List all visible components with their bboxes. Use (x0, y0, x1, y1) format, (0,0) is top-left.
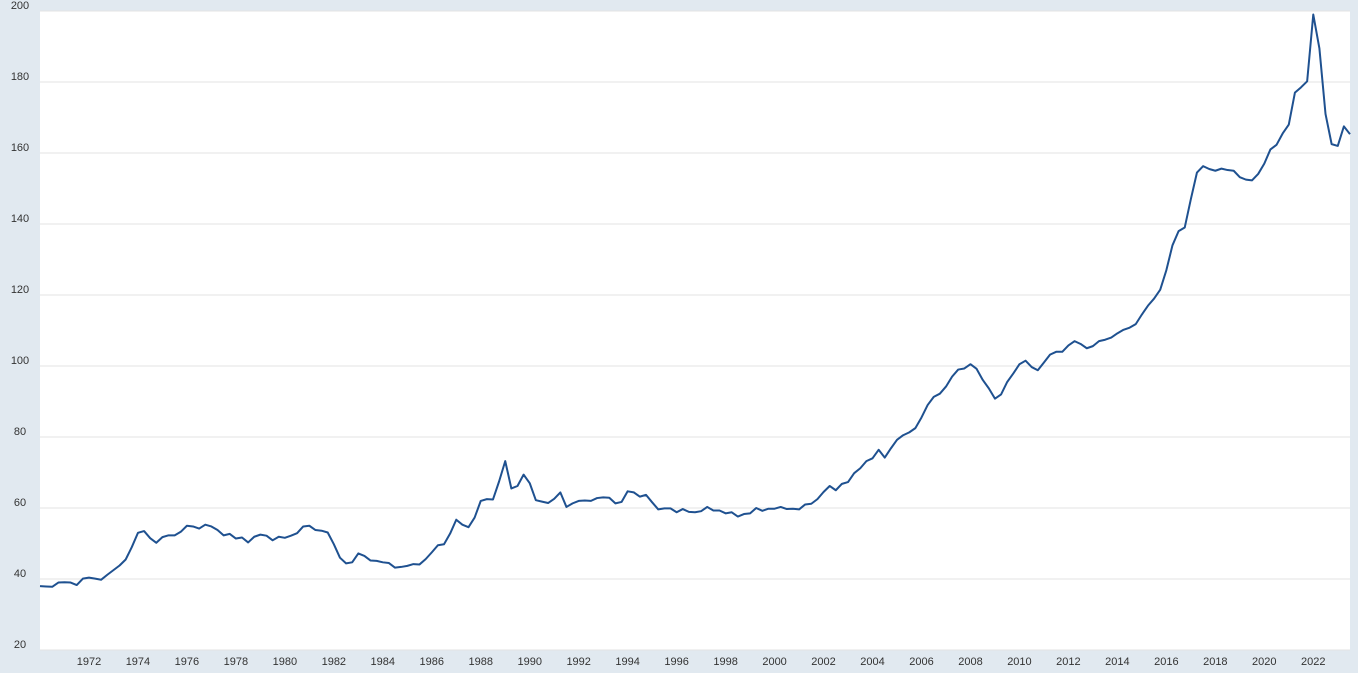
x-tick-label: 1990 (517, 656, 541, 668)
y-tick-label: 60 (14, 497, 26, 509)
y-tick-label: 40 (14, 568, 26, 580)
x-tick-label: 2008 (958, 656, 982, 668)
x-tick-label: 2018 (1203, 656, 1227, 668)
x-tick-label: 1984 (371, 656, 395, 668)
x-tick-label: 1986 (420, 656, 444, 668)
y-tick-label: 140 (11, 213, 29, 225)
x-tick-label: 1994 (615, 656, 639, 668)
x-tick-label: 2012 (1056, 656, 1080, 668)
x-tick-label: 2004 (860, 656, 884, 668)
x-tick-label: 1996 (664, 656, 688, 668)
x-tick-label: 1972 (77, 656, 101, 668)
plot-area (40, 11, 1350, 650)
x-tick-label: 1976 (175, 656, 199, 668)
x-tick-label: 2014 (1105, 656, 1129, 668)
x-tick-label: 1974 (126, 656, 150, 668)
x-tick-label: 2010 (1007, 656, 1031, 668)
y-tick-label: 180 (11, 71, 29, 83)
y-tick-label: 120 (11, 284, 29, 296)
x-tick-label: 2000 (762, 656, 786, 668)
y-tick-label: 20 (14, 639, 26, 651)
x-tick-label: 2022 (1301, 656, 1325, 668)
x-tick-label: 2006 (909, 656, 933, 668)
x-tick-label: 1992 (566, 656, 590, 668)
y-tick-label: 80 (14, 426, 26, 438)
x-tick-label: 1978 (224, 656, 248, 668)
data-line (39, 13, 1351, 588)
x-tick-label: 1998 (713, 656, 737, 668)
y-tick-label: 100 (11, 355, 29, 367)
x-tick-label: 1988 (469, 656, 493, 668)
y-tick-label: 160 (11, 142, 29, 154)
x-tick-label: 2016 (1154, 656, 1178, 668)
x-tick-label: 1980 (273, 656, 297, 668)
x-tick-label: 1982 (322, 656, 346, 668)
y-tick-label: 200 (11, 0, 29, 12)
x-tick-label: 2020 (1252, 656, 1276, 668)
x-tick-label: 2002 (811, 656, 835, 668)
